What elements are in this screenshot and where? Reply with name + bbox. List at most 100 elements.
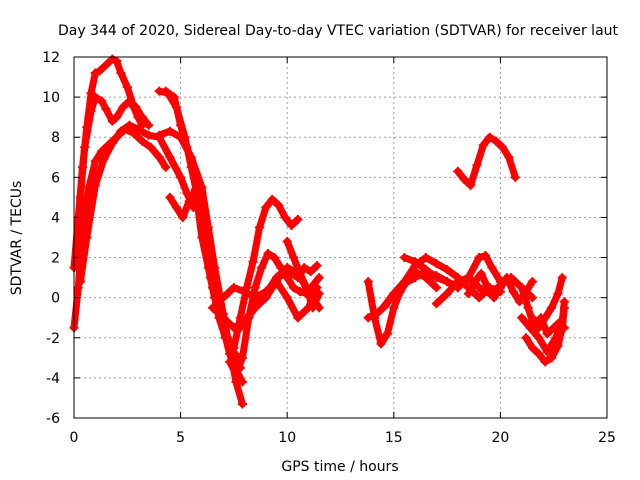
data-point [487,263,497,273]
data-point [410,273,420,283]
data-point [540,313,550,323]
series-trace [76,121,197,286]
data-point [542,329,552,339]
data-point [112,112,122,122]
data-point [442,289,452,299]
data-point [225,357,235,367]
data-point [80,142,90,152]
y-tick-label: 6 [51,170,60,186]
data-point [557,317,567,327]
data-series-arc-25 [527,273,567,333]
data-point [431,299,441,309]
data-point [165,192,175,202]
data-series-arc-19 [431,273,537,309]
y-tick-label: -6 [46,411,60,427]
data-point [229,283,239,293]
x-axis-label: GPS time / hours [281,459,398,475]
x-tick-label: 10 [278,430,296,446]
data-point [133,124,143,134]
data-point [197,233,207,242]
data-point [250,283,260,293]
y-tick-label: 0 [51,291,60,307]
data-point [547,303,557,313]
data-series-arc-14 [282,237,324,313]
data-point [73,283,83,293]
data-point [527,293,537,303]
data-point [263,249,273,259]
data-point [527,343,537,353]
data-point [286,220,296,230]
data-point [306,267,316,277]
data-point [261,202,271,212]
data-point [165,126,175,136]
data-point [250,293,260,303]
data-point [191,184,201,194]
data-point [144,120,154,130]
data-point [289,283,299,293]
data-point [90,156,100,166]
data-point [534,349,544,359]
data-point [508,287,518,297]
data-point [547,353,557,363]
data-point [82,233,92,242]
data-point [237,399,247,409]
plot-frame [73,56,608,419]
data-point [286,269,296,279]
data-point [363,313,373,323]
data-point [137,112,147,122]
series-trace [379,254,504,312]
data-point [525,323,535,333]
data-point [118,102,128,112]
x-tick-label: 5 [176,430,185,446]
data-point [474,283,484,293]
data-point [463,289,473,299]
data-point [86,106,96,116]
data-point [97,96,107,106]
data-point [521,333,531,343]
data-point [312,261,322,271]
data-point [378,303,388,313]
data-point [90,92,100,102]
data-point [389,289,399,299]
data-point [498,142,508,152]
data-point [421,253,431,263]
data-point [280,212,290,222]
data-point [178,212,188,222]
data-point [495,283,505,293]
plot-area [69,54,569,409]
data-point [527,313,537,323]
data-point [254,222,264,232]
data-point [124,120,134,130]
data-point [282,237,292,247]
data-point [124,96,134,106]
data-point [474,253,484,263]
data-point [137,136,147,146]
data-point [208,303,218,313]
data-point [107,116,117,126]
data-point [523,303,533,313]
data-point [312,283,322,293]
data-point [242,313,252,323]
data-point [389,303,399,313]
data-point [442,277,452,287]
data-point [410,257,420,267]
data-point [203,263,213,273]
data-point [231,369,241,379]
data-point [161,86,171,96]
data-point [165,152,175,162]
data-point [372,309,382,319]
data-point [476,269,486,279]
data-point [431,283,441,293]
data-point [551,333,561,343]
data-point [466,180,476,190]
grid [74,57,607,418]
data-point [101,104,111,114]
series-trace [454,133,519,189]
data-point [182,142,192,152]
data-point [293,313,303,323]
data-point [95,66,105,76]
x-tick-label: 15 [385,430,403,446]
data-point [235,323,245,333]
data-point [314,289,324,299]
